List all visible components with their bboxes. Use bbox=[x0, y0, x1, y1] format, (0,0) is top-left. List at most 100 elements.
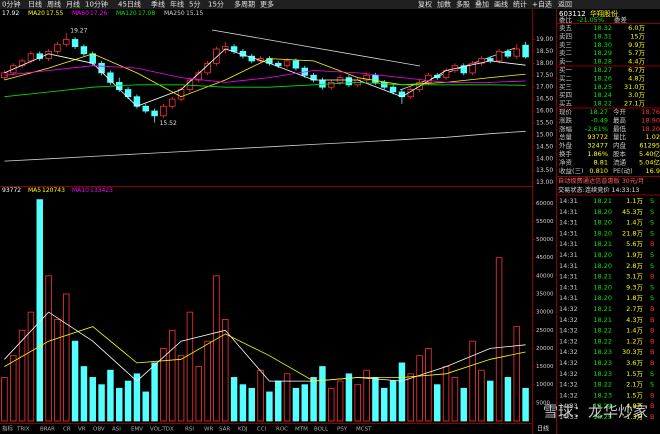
stat-label: 最高 bbox=[613, 115, 627, 124]
book-volume: 6.0万 bbox=[628, 24, 645, 32]
legend-name: MA20 bbox=[28, 10, 45, 17]
indicator-tab[interactable]: OBV bbox=[93, 427, 105, 433]
indicator-tab[interactable]: MTM bbox=[295, 427, 308, 433]
indicator-tab[interactable]: 指标 bbox=[2, 425, 14, 433]
indicator-tab[interactable]: BRAR bbox=[40, 427, 55, 433]
toolbar-button[interactable]: 0分钟 bbox=[2, 0, 20, 9]
tick-price: 18.20 bbox=[593, 262, 612, 270]
indicator-tab[interactable]: BOLL bbox=[314, 427, 329, 433]
tick-time: 14:32 bbox=[559, 348, 578, 356]
stat-label: 换手 bbox=[559, 149, 573, 158]
volume-bar bbox=[248, 387, 255, 422]
volume-bar bbox=[213, 275, 220, 422]
toolbar-button[interactable]: 季线 bbox=[151, 0, 165, 9]
toolbar-button[interactable]: 月线 bbox=[66, 0, 80, 9]
toolbar-button[interactable]: 画线 bbox=[494, 0, 508, 9]
stat-label: 量比 bbox=[613, 132, 627, 141]
volume-bar bbox=[142, 391, 149, 422]
indicator-tab[interactable]: CR bbox=[63, 427, 71, 433]
book-label: 买三 bbox=[559, 83, 573, 91]
stat-label: 总量 bbox=[559, 132, 573, 141]
y-tick-label: 40000 bbox=[536, 273, 554, 279]
y-tick-label: 10000 bbox=[536, 382, 554, 388]
legend-value: 17.26 bbox=[90, 10, 107, 17]
tick-side: B bbox=[650, 240, 654, 248]
stat-value: 5.40亿 bbox=[639, 149, 660, 158]
trend-line bbox=[211, 29, 421, 67]
volume-bar bbox=[1, 377, 8, 422]
stat-label: 收益(三) bbox=[559, 166, 584, 175]
volume-bar bbox=[310, 377, 317, 422]
tick-volume: 2.1万 bbox=[626, 381, 643, 389]
trade-status: 交易状态:连续竞价 14:33:13 bbox=[558, 186, 639, 194]
toolbar-button[interactable]: 复权 bbox=[418, 0, 432, 9]
legend-value: 17.55 bbox=[46, 10, 63, 17]
indicator-tab[interactable]: VR bbox=[78, 427, 86, 433]
indicator-tab[interactable]: WR bbox=[204, 427, 213, 433]
ratio-label: 委差 bbox=[614, 15, 628, 24]
y-tick-label: 18.50 bbox=[536, 48, 553, 55]
legend-value: 133423 bbox=[90, 187, 113, 194]
tick-time: 14:32 bbox=[559, 391, 578, 399]
tick-time: 14:31 bbox=[559, 229, 578, 237]
indicator-tab[interactable]: VOL-TDX bbox=[150, 427, 174, 433]
volume-bar bbox=[354, 384, 361, 422]
tick-volume: 21.8万 bbox=[622, 229, 643, 237]
toolbar-button[interactable]: 叠加 bbox=[475, 0, 489, 9]
indicator-tab[interactable]: ASI bbox=[112, 427, 121, 433]
toolbar-button[interactable]: 多股 bbox=[456, 0, 470, 9]
y-tick-label: 35000 bbox=[536, 291, 554, 297]
indicator-tab[interactable]: KDJ bbox=[238, 427, 248, 433]
tick-side: S bbox=[650, 197, 654, 205]
indicator-tab[interactable]: SAR bbox=[219, 427, 230, 433]
indicator-tab[interactable]: MCST bbox=[356, 427, 372, 433]
tick-time: 14:32 bbox=[559, 305, 578, 313]
volume-bar bbox=[495, 257, 503, 422]
legend-value: 93772 bbox=[2, 187, 21, 194]
volume-bar bbox=[98, 384, 105, 422]
volume-bar bbox=[18, 329, 26, 422]
toolbar-button[interactable]: 15分 bbox=[208, 0, 224, 9]
volume-bar bbox=[160, 348, 167, 422]
stat-label: 流通 bbox=[613, 157, 627, 166]
toolbar-button[interactable]: 年线 bbox=[170, 0, 184, 9]
volume-bar bbox=[80, 366, 88, 422]
toolbar-button[interactable]: 更多 bbox=[260, 0, 274, 9]
toolbar-button[interactable]: 10分钟 bbox=[85, 0, 108, 9]
period-tab[interactable]: 日线 bbox=[537, 425, 549, 433]
indicator-tab[interactable]: EMV bbox=[131, 427, 143, 433]
candle-body bbox=[292, 60, 300, 69]
toolbar-button[interactable]: 日线 bbox=[28, 0, 42, 9]
volume-bar bbox=[116, 387, 123, 422]
stat-value: 16.9 bbox=[646, 167, 660, 175]
indicator-tab[interactable]: CCI bbox=[257, 427, 267, 433]
indicator-tab[interactable]: TRIX bbox=[16, 427, 30, 433]
y-tick-label: 15.50 bbox=[536, 119, 553, 126]
toolbar-button[interactable]: 返回 bbox=[558, 1, 572, 9]
toolbar-button[interactable]: 多周期 bbox=[234, 0, 255, 9]
toolbar-button[interactable]: 45日线 bbox=[118, 0, 141, 9]
volume-bar bbox=[169, 329, 176, 422]
tick-price: 18.20 bbox=[593, 283, 612, 291]
indicator-tab[interactable]: PSY bbox=[337, 427, 348, 433]
indicator-tab[interactable]: ROC bbox=[276, 427, 288, 433]
tick-time: 14:31 bbox=[559, 294, 578, 302]
toolbar-button[interactable]: 统计 bbox=[513, 0, 527, 9]
tick-volume: 5.6万 bbox=[626, 240, 643, 248]
toolbar-button[interactable]: 周线 bbox=[47, 0, 61, 9]
book-label: 卖一 bbox=[559, 58, 573, 66]
book-price: 18.24 bbox=[593, 91, 612, 99]
toolbar-button[interactable]: 5分 bbox=[189, 0, 200, 9]
tick-volume: 1.5万 bbox=[626, 391, 643, 399]
legend-name: MA10 bbox=[72, 187, 89, 194]
candle-body bbox=[27, 53, 35, 62]
tick-price: 18.22 bbox=[593, 381, 612, 389]
toolbar-button[interactable]: 加数 bbox=[437, 0, 451, 9]
stat-label: PE(动) bbox=[613, 167, 633, 175]
candle-body bbox=[213, 48, 220, 64]
y-tick-label: 19.00 bbox=[536, 36, 553, 43]
indicator-tab[interactable]: RSI bbox=[185, 427, 194, 433]
toolbar-button[interactable]: +自选 bbox=[532, 0, 552, 9]
tick-volume: 1.3万 bbox=[626, 413, 643, 421]
legend-name: MA5 bbox=[28, 187, 41, 194]
